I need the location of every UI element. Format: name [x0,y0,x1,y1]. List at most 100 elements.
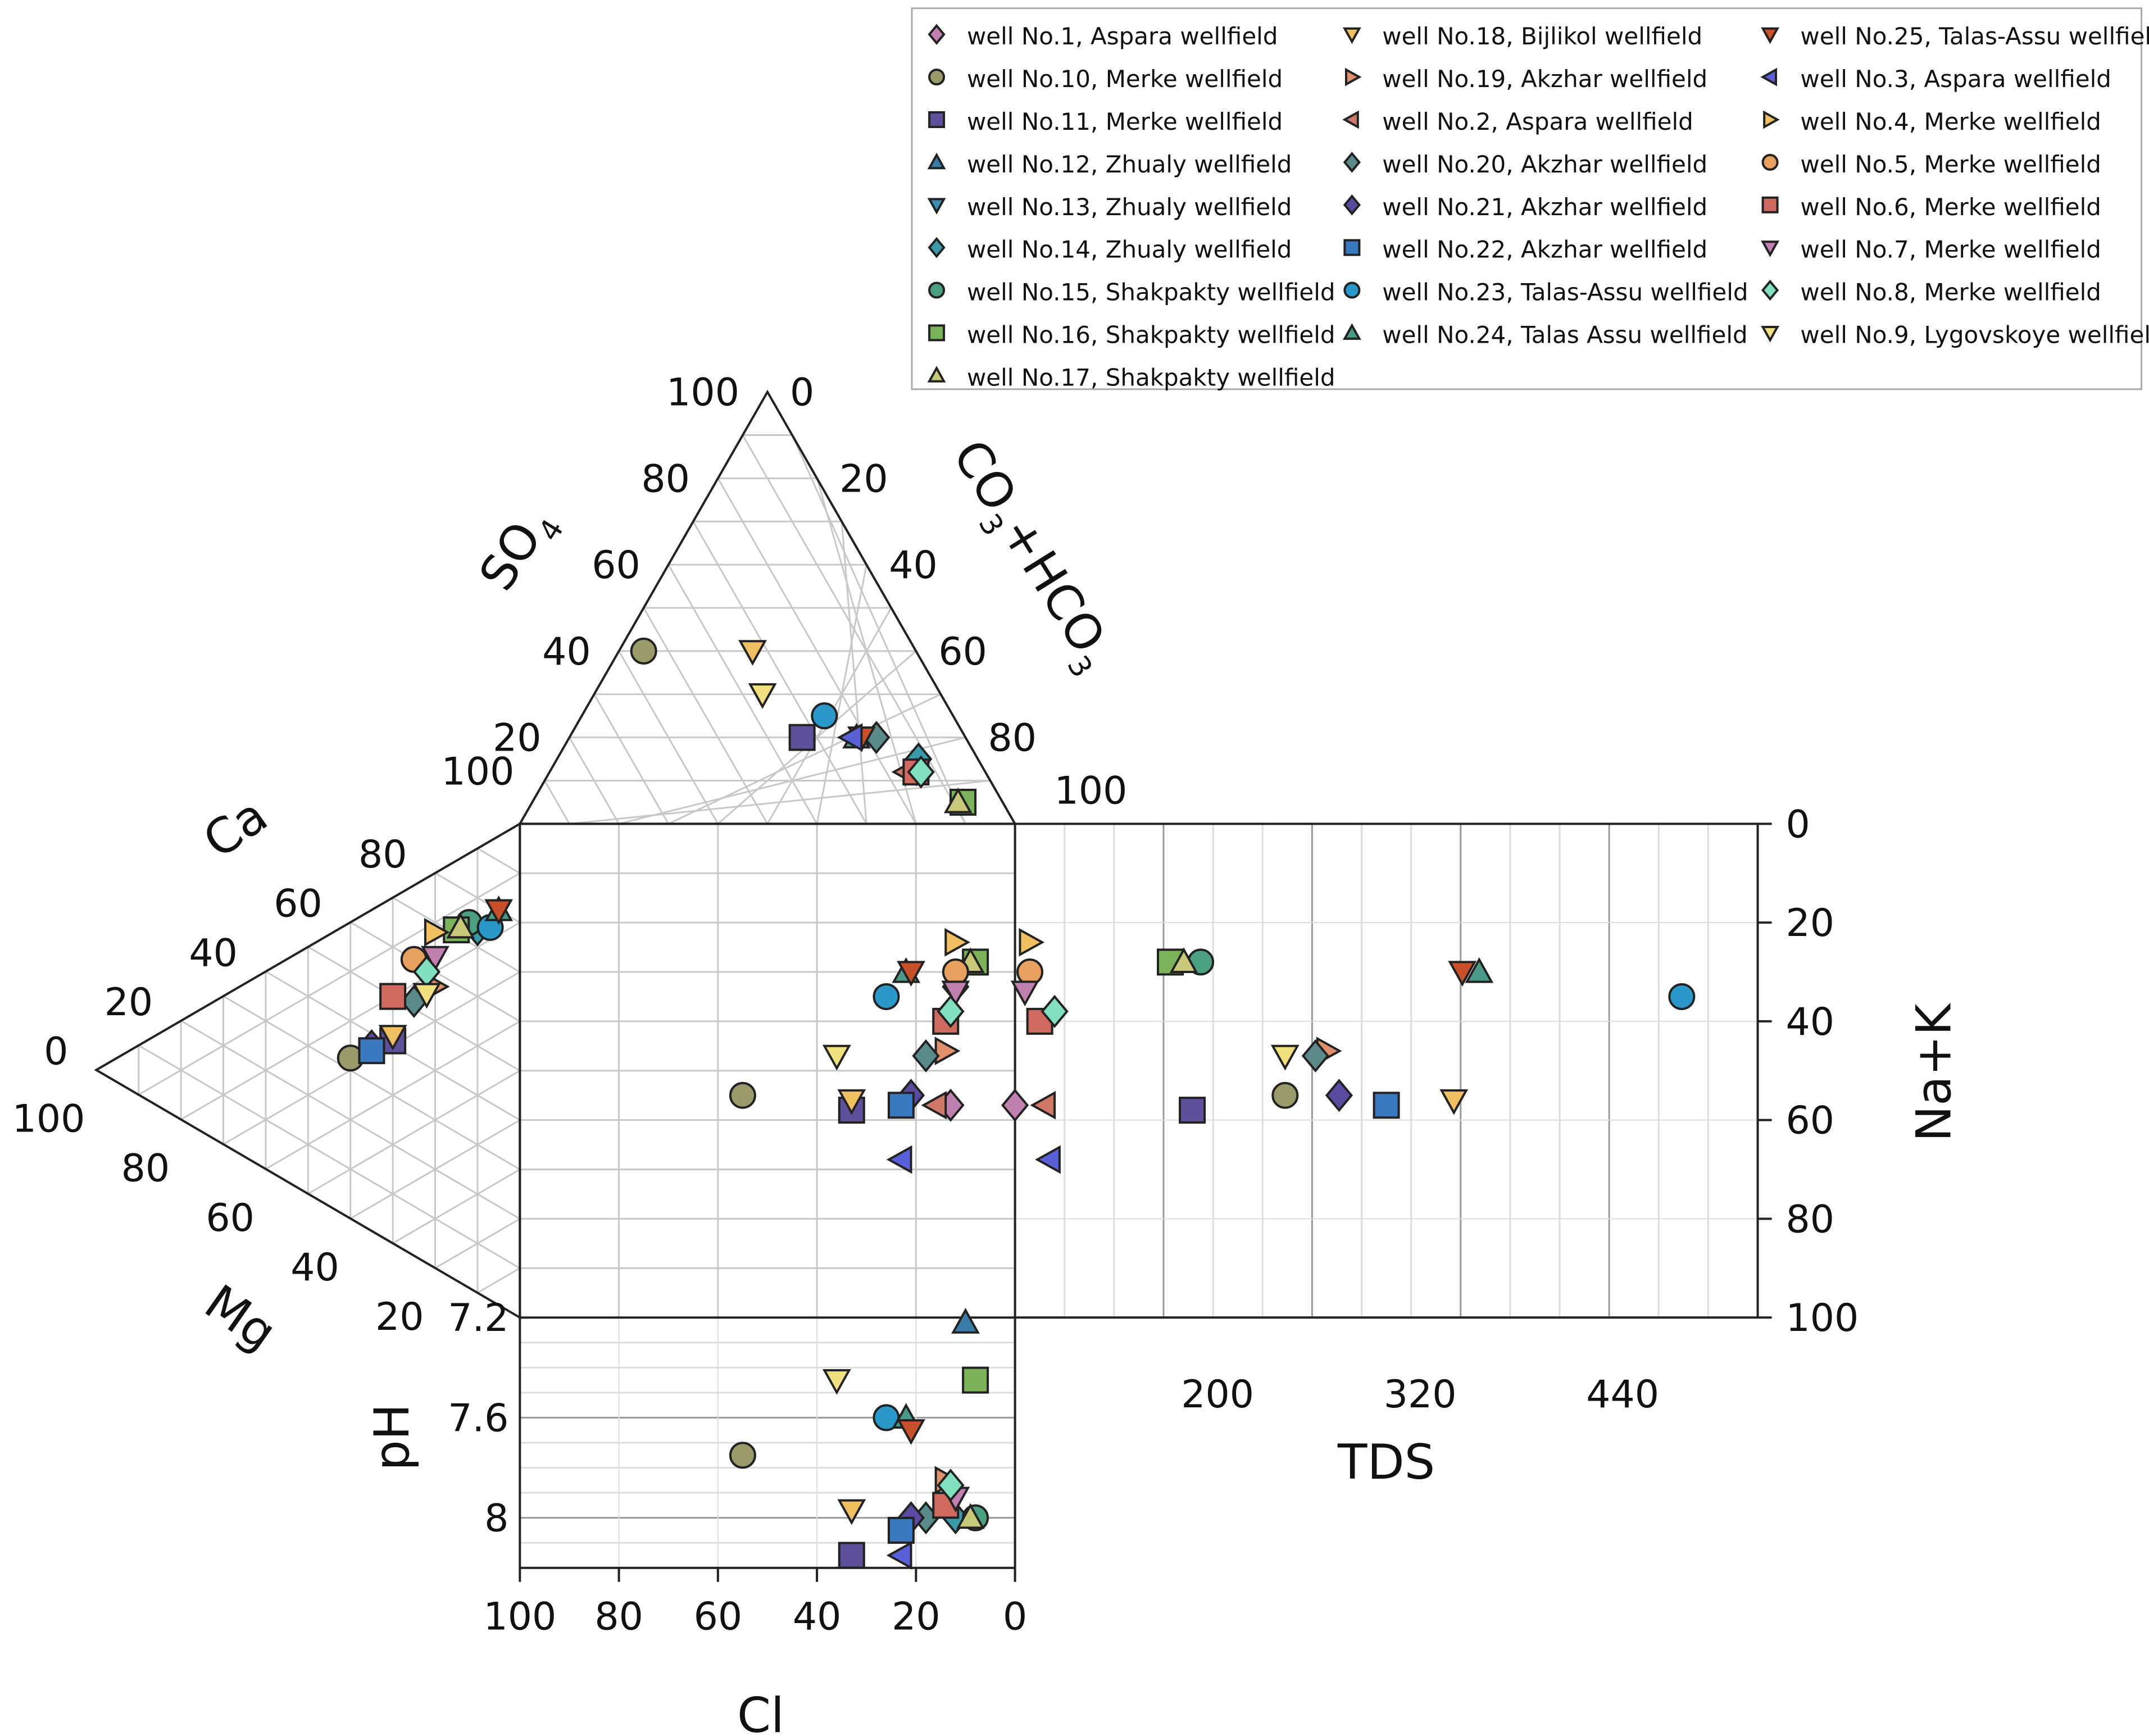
data-point [1342,110,1359,129]
grid-line [222,995,521,1170]
co3-tick-label: 100 [1055,769,1128,813]
data-point [1001,1088,1029,1122]
legend-item-label: well No.10, Merke wellfield [967,65,1283,93]
ca-tick-label: 0 [44,1030,68,1074]
co3-tick-label: 40 [889,543,938,588]
cl-tick-label: 60 [694,1595,743,1639]
data-point [838,1542,865,1569]
data-point [927,366,946,383]
so4-tick-label: 100 [666,371,739,415]
data-point [748,683,777,709]
data-point [1179,1097,1206,1124]
data-point [738,640,767,666]
grid-line [643,607,769,825]
grid-line [692,521,867,825]
data-point [412,983,441,1009]
data-point [928,24,946,45]
data-point [873,983,900,1010]
data-point [446,912,475,939]
main-square-frame [519,822,1016,1319]
nak-tick-label: 80 [1786,1197,1835,1242]
data-point [729,1081,756,1109]
data-point [897,961,925,987]
data-point [837,1089,866,1115]
cl-tick-label: 40 [793,1595,842,1639]
ca-tick-label: 100 [442,749,515,794]
nak-tick-label: 60 [1786,1099,1835,1143]
data-point [484,899,514,925]
data-point [951,1307,980,1334]
data-point [837,1499,866,1525]
data-point [886,1541,912,1570]
data-point [941,980,970,1007]
data-point [1343,281,1361,299]
data-point [921,1090,947,1120]
data-point [1373,1092,1400,1119]
legend: well No.1, Aspara wellfield well No.10, M… [911,7,2149,391]
data-point [822,1369,851,1395]
data-point [1271,1081,1299,1109]
data-points [337,637,1696,1570]
grid-line [544,780,570,825]
so4-tick-label: 60 [592,543,640,588]
legend-item-label: well No.8, Merke wellfield [1800,279,2101,306]
data-point [1342,323,1361,340]
cl-axis-title: Cl [737,1688,784,1736]
legend-item-label: well No.20, Akzhar wellfield [1382,151,1707,178]
nak-axis-title: Na+K [1906,1002,1962,1142]
data-point [729,1442,756,1469]
legend-item-label: well No.1, Aspara wellfield [967,22,1278,50]
legend-item-label: well No.25, Talas-Assu wellfield [1800,22,2149,50]
data-point [1343,194,1361,216]
data-point [1668,983,1696,1010]
tds-panel-frame [1015,822,1759,1319]
data-point [887,1516,915,1544]
data-point [1030,1090,1056,1120]
grid-line [717,478,917,825]
data-point [1343,152,1361,173]
legend-item-label: well No.23, Talas-Assu wellfield [1382,279,1748,306]
data-point [1010,980,1039,1007]
tds-axis-title: TDS [1337,1434,1435,1490]
legend-item-label: well No.24, Talas Assu wellfield [1382,321,1747,348]
data-point [928,281,946,299]
data-point [1019,928,1045,957]
legend-item-label: well No.22, Akzhar wellfield [1382,236,1707,263]
nak-tick-label: 0 [1786,802,1810,847]
ca-axis-title: Ca [193,787,278,870]
grid-line [618,651,719,825]
legend-item-label: well No.17, Shakpakty wellfield [967,363,1335,391]
grid-line [180,1020,521,1220]
legend-item-label: well No.5, Merke wellfield [1800,151,2101,178]
so4-tick-label: 20 [493,716,542,761]
data-point [1342,27,1361,44]
ca-tick-label: 40 [189,931,238,975]
grid-line [477,1267,521,1294]
legend-item-label: well No.4, Merke wellfield [1800,108,2101,135]
grid-line [477,847,521,874]
tds-tick-label: 200 [1181,1373,1254,1417]
data-point [630,637,657,665]
data-point [1041,994,1069,1028]
data-point [424,918,450,947]
legend-item-label: well No.21, Akzhar wellfield [1382,193,1707,221]
grid-line [138,872,521,1096]
legend-item-label: well No.11, Merke wellfield [967,108,1283,135]
data-point [928,69,946,86]
legend-item-label: well No.14, Zhualy wellfield [967,236,1292,263]
data-point [928,111,946,128]
nak-tick-label: 100 [1786,1296,1859,1340]
so4-tick-label: 80 [641,457,690,501]
ph-axis-title: pH [364,1404,420,1471]
data-point [912,1039,940,1072]
grid-line [593,694,670,825]
data-point [1343,239,1361,256]
ca-tick-label: 20 [105,980,153,1025]
data-point [1760,67,1777,87]
legend-item-label: well No.15, Shakpakty wellfield [967,279,1335,306]
data-point [1035,1145,1061,1174]
legend-item-label: well No.19, Akzhar wellfield [1382,65,1707,93]
